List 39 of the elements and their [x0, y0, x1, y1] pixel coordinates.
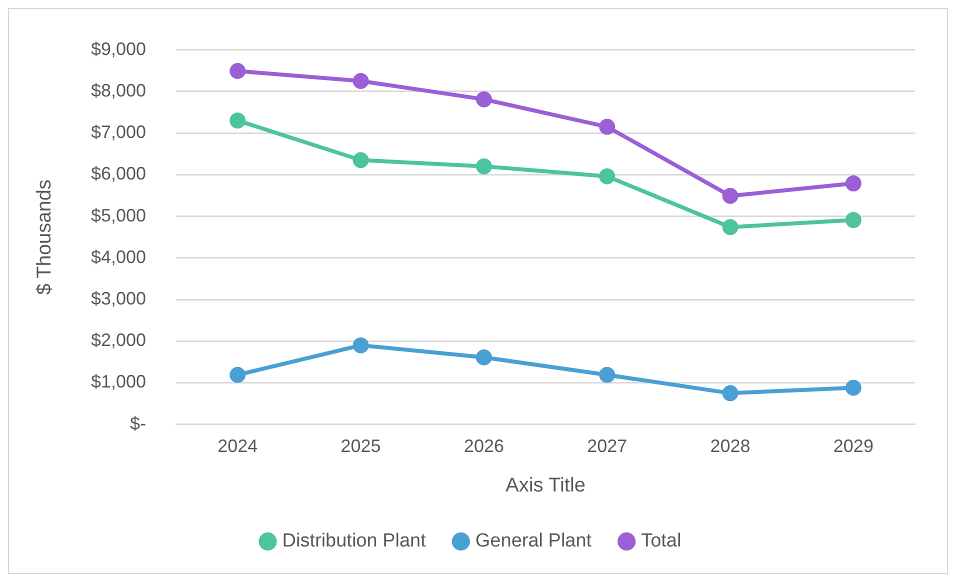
- legend-label: Distribution Plant: [282, 530, 427, 552]
- y-tick-label: $6,000: [90, 164, 146, 184]
- x-tick-label: 2027: [587, 436, 628, 456]
- point: [230, 112, 246, 129]
- y-tick-label: $9,000: [90, 38, 146, 59]
- point: [722, 188, 738, 204]
- x-tick-label: 2029: [833, 436, 874, 456]
- point: [845, 175, 862, 192]
- point: [352, 73, 369, 90]
- point: [599, 168, 616, 184]
- point: [722, 219, 738, 236]
- point: [722, 385, 738, 402]
- y-tick-label: $7,000: [90, 122, 146, 142]
- point: [476, 91, 492, 108]
- point: [845, 380, 862, 396]
- y-tick-label: $3,000: [90, 288, 146, 308]
- y-tick-label: $-: [130, 413, 146, 434]
- point: [599, 366, 616, 383]
- point: [476, 158, 492, 174]
- x-tick-label: 2028: [710, 436, 750, 456]
- point: [352, 337, 369, 354]
- legend-label: General Plant: [475, 530, 592, 552]
- point: [476, 349, 492, 366]
- x-tick-label: 2026: [464, 436, 504, 456]
- point: [599, 118, 616, 135]
- y-tick-label: $4,000: [90, 246, 146, 267]
- x-tick-label: 2025: [340, 436, 381, 456]
- x-tick-label: 2024: [218, 436, 258, 456]
- point: [230, 63, 246, 80]
- y-tick-label: $5,000: [90, 205, 146, 226]
- point: [845, 212, 862, 228]
- x-axis-title: Axis Title: [506, 474, 586, 497]
- y-tick-label: $2,000: [90, 330, 146, 350]
- point: [230, 366, 246, 383]
- y-tick-label: $8,000: [90, 80, 146, 100]
- legend-label: Total: [641, 530, 682, 552]
- point: [352, 152, 369, 168]
- y-tick-label: $1,000: [90, 372, 146, 392]
- y-axis-title: $ Thousands: [34, 179, 56, 295]
